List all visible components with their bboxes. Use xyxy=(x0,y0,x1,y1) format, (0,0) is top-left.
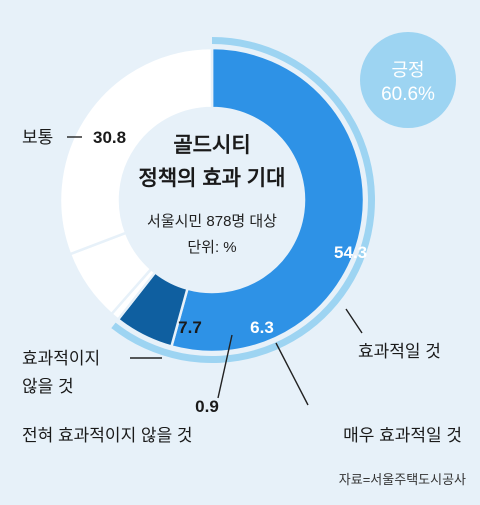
label-not-effective-line2: 않을 것 xyxy=(22,377,74,396)
positive-badge xyxy=(360,32,456,128)
label-not-effective-line1: 효과적이지 xyxy=(22,349,100,368)
slice-value-neutral: 30.8 xyxy=(93,128,126,147)
leader-line-not-at-all xyxy=(217,334,233,399)
slice-neutral xyxy=(58,46,214,256)
slice-value-not-effective: 7.7 xyxy=(178,318,202,337)
slice-value-effective: 54.3 xyxy=(334,243,367,262)
label-effective: 효과적일 것 xyxy=(358,342,441,361)
label-neutral: 보통 xyxy=(22,128,53,147)
label-very-effective: 매우 효과적일 것 xyxy=(343,426,462,445)
slice-value-very-effective: 6.3 xyxy=(250,318,274,337)
positive-badge-label: 긍정 xyxy=(391,60,424,80)
center-title-line2: 정책의 효과 기대 xyxy=(139,167,286,190)
center-title-line1: 골드시티 xyxy=(173,134,250,157)
leader-line-effective xyxy=(345,308,363,334)
source-note: 자료=서울주택도시공사 xyxy=(339,472,466,487)
leader-line-very-effective xyxy=(275,342,309,406)
label-not-at-all: 전혀 효과적이지 않을 것 xyxy=(22,426,193,445)
slice-value-not-at-all: 0.9 xyxy=(195,397,219,416)
positive-badge-value: 60.6% xyxy=(381,84,435,105)
slice-layer xyxy=(58,46,366,354)
leader-line-layer xyxy=(67,136,363,406)
center-subtitle-line1: 서울시민 878명 대상 xyxy=(147,213,277,230)
center-subtitle-line2: 단위: % xyxy=(187,239,236,256)
slice-effective xyxy=(169,46,366,354)
